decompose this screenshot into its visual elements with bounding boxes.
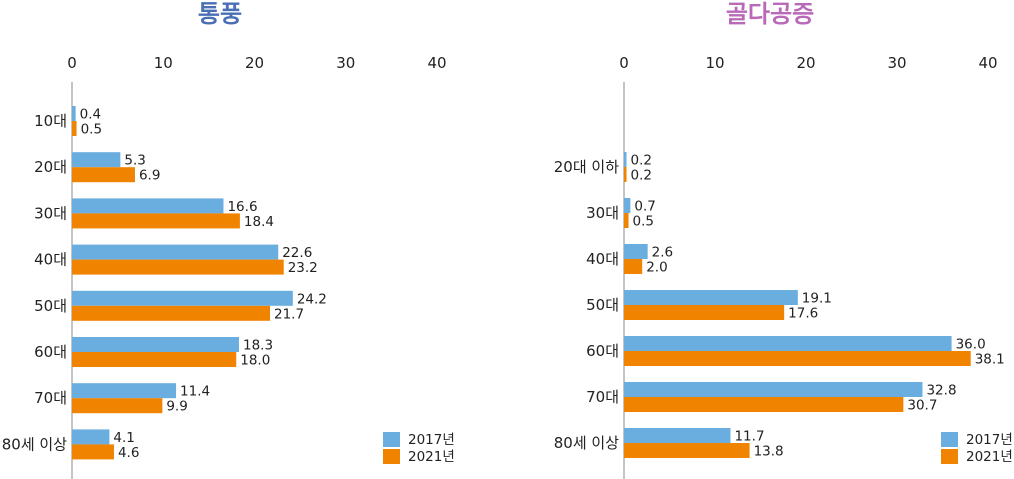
x-tick-label: 10	[705, 54, 724, 72]
legend-swatch	[383, 432, 400, 447]
data-label: 36.0	[956, 337, 986, 353]
data-label: 24.2	[297, 291, 327, 307]
bar-2021	[624, 397, 904, 412]
x-tick-label: 10	[154, 54, 173, 72]
bar-2017	[624, 382, 923, 397]
data-label: 19.1	[802, 291, 832, 307]
data-label: 0.5	[81, 122, 102, 138]
data-label: 4.6	[118, 445, 139, 461]
data-label: 22.6	[282, 245, 312, 261]
bar-2017	[72, 290, 293, 306]
bar-2017	[624, 336, 952, 351]
legend-label: 2017년	[966, 432, 1013, 448]
bar-2017	[624, 152, 627, 167]
bar-2021	[72, 352, 237, 367]
category-label: 40대	[34, 251, 67, 269]
data-label: 11.7	[734, 429, 764, 445]
bar-2021	[624, 213, 629, 228]
data-label: 32.8	[926, 383, 956, 399]
bar-2017	[72, 383, 177, 399]
data-label: 11.4	[180, 384, 210, 400]
bar-2017	[624, 290, 798, 305]
data-label: 16.6	[227, 199, 257, 215]
data-label: 18.3	[243, 338, 273, 354]
legend-label: 2021년	[966, 449, 1013, 465]
x-tick-label: 40	[427, 54, 446, 72]
data-label: 0.4	[80, 107, 101, 123]
x-tick-label: 0	[67, 54, 77, 72]
data-label: 6.9	[139, 168, 160, 184]
category-label: 60대	[586, 342, 619, 360]
legend-swatch	[941, 432, 958, 447]
chart-title: 골다공증	[726, 0, 814, 28]
x-tick-label: 20	[245, 54, 264, 72]
bar-2017	[624, 244, 648, 259]
bar-2017	[624, 198, 631, 213]
x-tick-label: 30	[887, 54, 906, 72]
category-label: 50대	[34, 297, 67, 315]
category-label: 70대	[34, 389, 67, 407]
chart-title: 통풍	[198, 0, 242, 28]
bar-2021	[72, 213, 240, 229]
category-label: 80세 이상	[2, 435, 67, 453]
bar-2017	[72, 429, 110, 445]
data-label: 5.3	[124, 153, 145, 169]
category-label: 70대	[586, 388, 619, 406]
category-label: 20대 이하	[554, 158, 619, 176]
bar-2017	[72, 337, 239, 352]
category-label: 10대	[34, 112, 67, 130]
bar-2021	[72, 305, 271, 321]
bar-2021	[72, 259, 284, 275]
bar-2021	[72, 444, 114, 460]
data-label: 0.7	[634, 199, 655, 215]
data-label: 0.2	[631, 153, 652, 169]
data-label: 30.7	[907, 398, 937, 414]
x-tick-label: 20	[796, 54, 815, 72]
data-label: 2.0	[646, 260, 667, 276]
bar-2021	[624, 351, 971, 366]
data-label: 38.1	[975, 352, 1005, 368]
bar-2017	[624, 428, 731, 443]
category-label: 50대	[586, 296, 619, 314]
category-label: 80세 이상	[554, 434, 619, 452]
data-label: 9.9	[166, 399, 187, 415]
data-label: 17.6	[788, 306, 818, 322]
data-label: 2.6	[652, 245, 673, 261]
bar-2021	[624, 443, 750, 458]
bar-2017	[72, 244, 279, 260]
data-label: 13.8	[754, 444, 784, 460]
bar-2017	[72, 152, 121, 168]
bar-2017	[72, 198, 224, 214]
data-label: 0.5	[633, 214, 654, 230]
bar-2021	[624, 259, 643, 274]
data-label: 4.1	[113, 430, 134, 446]
bar-2021	[72, 167, 135, 183]
x-tick-label: 40	[978, 54, 997, 72]
legend-label: 2017년	[408, 432, 455, 448]
data-label: 0.2	[631, 168, 652, 184]
x-tick-label: 0	[619, 54, 629, 72]
x-tick-label: 30	[336, 54, 355, 72]
category-label: 20대	[34, 158, 67, 176]
bar-2017	[72, 106, 76, 121]
category-label: 60대	[34, 343, 67, 361]
category-label: 30대	[586, 204, 619, 222]
legend-label: 2021년	[408, 449, 455, 465]
data-label: 21.7	[274, 306, 304, 322]
bar-2021	[624, 167, 627, 182]
bar-2021	[624, 305, 785, 320]
category-label: 40대	[586, 250, 619, 268]
legend-swatch	[383, 449, 400, 464]
bar-2021	[72, 398, 163, 414]
data-label: 18.0	[240, 353, 270, 369]
chart-osteoporosis: 골다공증 0 10 20 30 40 20대 이하 0.20.2 30대 0.70.5 40대 2.…	[554, 0, 1013, 479]
bar-2021	[72, 121, 77, 136]
data-label: 23.2	[288, 260, 318, 276]
legend-swatch	[941, 449, 958, 464]
data-label: 18.4	[244, 214, 274, 230]
category-label: 30대	[34, 204, 67, 222]
